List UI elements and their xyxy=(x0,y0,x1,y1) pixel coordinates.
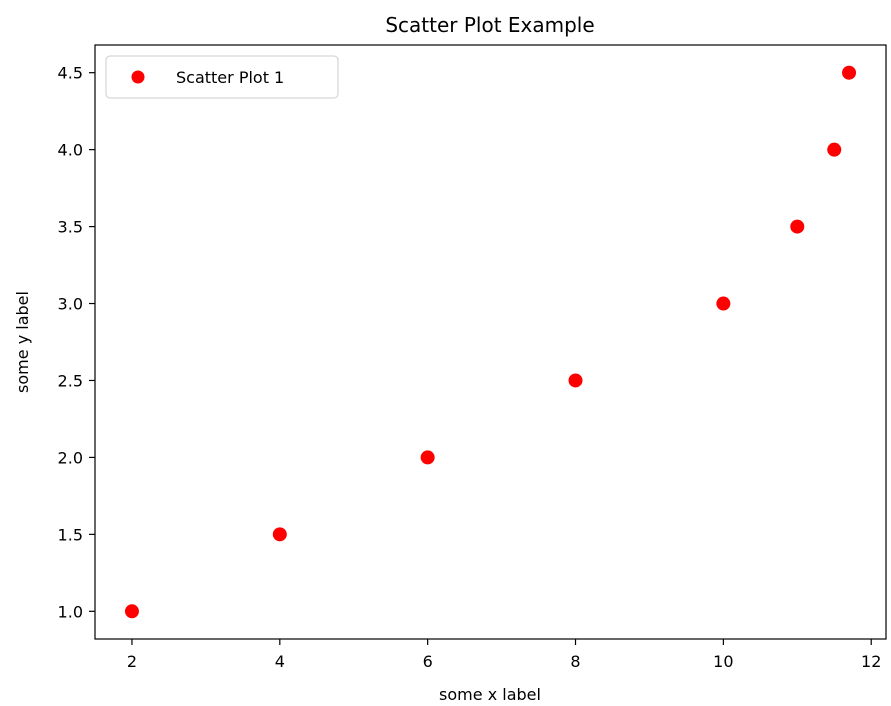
y-axis-label: some y label xyxy=(13,291,32,393)
y-tick-label: 4.5 xyxy=(58,64,83,83)
scatter-point xyxy=(272,527,287,542)
x-axis-label: some x label xyxy=(439,685,541,704)
scatter-point xyxy=(790,219,805,234)
x-tick-label: 2 xyxy=(127,652,137,671)
scatter-point xyxy=(420,450,435,465)
plot-frame xyxy=(94,44,887,640)
legend: Scatter Plot 1 xyxy=(105,55,339,99)
y-tick-label: 2.5 xyxy=(58,371,83,390)
y-tick-label: 2.0 xyxy=(58,448,83,467)
plot-area xyxy=(95,45,886,639)
legend-box xyxy=(105,55,339,99)
scatter-point xyxy=(124,604,139,619)
y-tick-label: 3.0 xyxy=(58,295,83,314)
legend-marker xyxy=(131,70,145,84)
x-tick-label: 4 xyxy=(275,652,285,671)
legend-label: Scatter Plot 1 xyxy=(176,68,284,87)
y-tick-label: 3.5 xyxy=(58,218,83,237)
scatter-point xyxy=(827,142,842,157)
x-tick-label: 12 xyxy=(861,652,881,671)
y-axis-ticks: 1.0 1.5 2.0 2.5 3.0 3.5 4.0 4.5 xyxy=(58,64,95,621)
data-points xyxy=(124,65,857,619)
x-tick-label: 10 xyxy=(713,652,733,671)
x-tick-label: 8 xyxy=(570,652,580,671)
scatter-point xyxy=(842,65,857,80)
x-axis-ticks: 2 4 6 8 10 12 xyxy=(127,639,881,671)
scatter-point xyxy=(568,373,583,388)
y-tick-label: 1.0 xyxy=(58,602,83,621)
y-tick-label: 4.0 xyxy=(58,141,83,160)
y-tick-label: 1.5 xyxy=(58,525,83,544)
x-tick-label: 6 xyxy=(423,652,433,671)
chart-title: Scatter Plot Example xyxy=(385,13,594,37)
scatter-point xyxy=(716,296,731,311)
